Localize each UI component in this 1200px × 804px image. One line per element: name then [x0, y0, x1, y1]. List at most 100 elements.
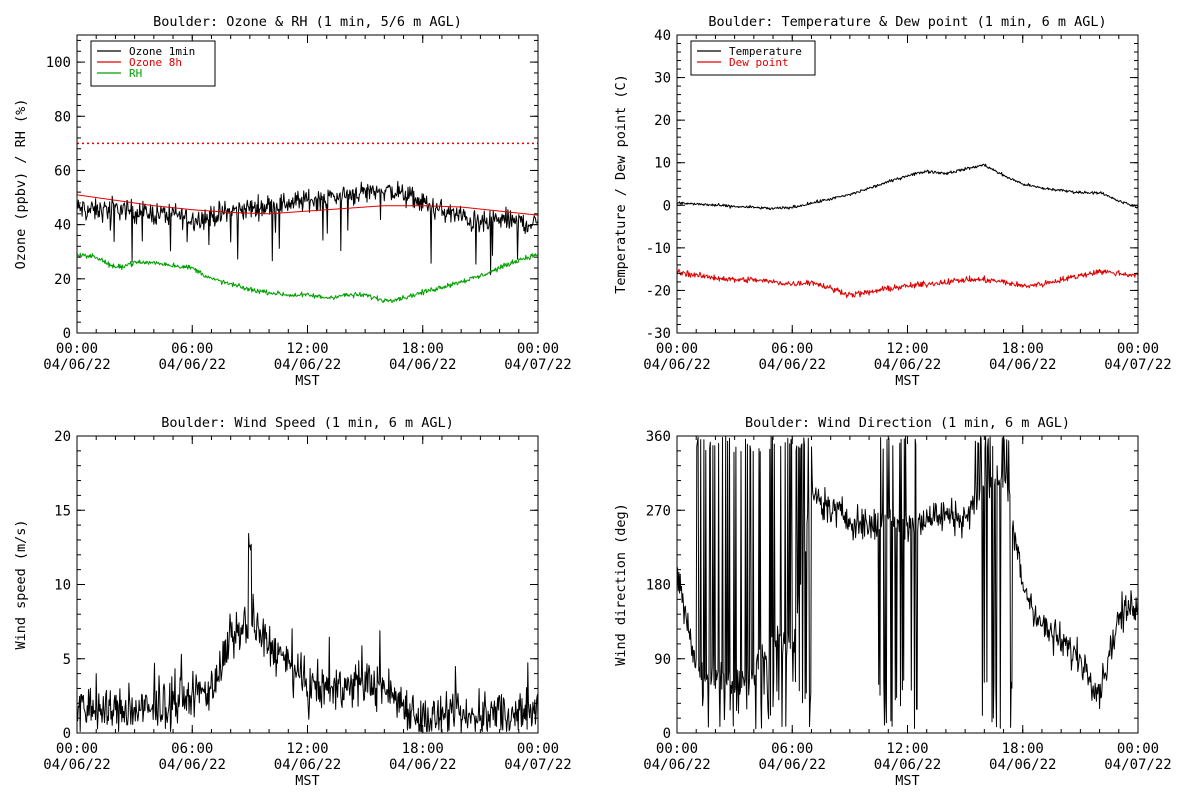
x-tick-label-date: 04/06/22	[989, 357, 1056, 373]
x-tick-label-time: 00:00	[517, 341, 559, 357]
y-tick-label: 40	[654, 28, 671, 44]
y-tick-label: -10	[646, 241, 671, 257]
x-tick-label-date: 04/06/22	[159, 357, 226, 373]
y-tick-label: 180	[646, 578, 671, 594]
chart-title: Boulder: Temperature & Dew point (1 min,…	[708, 14, 1106, 30]
x-axis-label: MST	[895, 773, 919, 789]
x-tick-label-date: 04/06/22	[874, 757, 941, 773]
legend-label: Ozone 1min	[129, 45, 195, 58]
x-tick-label-date: 04/06/22	[43, 357, 110, 373]
x-tick-label-time: 18:00	[1002, 741, 1044, 757]
x-tick-label-time: 06:00	[771, 741, 813, 757]
x-tick-label-date: 04/07/22	[1104, 357, 1171, 373]
series-line-temperature	[676, 163, 1138, 211]
x-tick-label-date: 04/06/22	[874, 357, 941, 373]
legend-label: Temperature	[729, 45, 802, 58]
chart-wind_speed: Boulder: Wind Speed (1 min, 6 m AGL) Wind…	[13, 415, 572, 789]
legend-box	[690, 40, 816, 76]
x-tick-label-date: 04/07/22	[504, 757, 571, 773]
y-tick-label: 60	[54, 163, 71, 179]
x-tick-label-date: 04/06/22	[274, 757, 341, 773]
x-axis-label: MST	[895, 373, 919, 389]
x-tick-label-time: 00:00	[517, 741, 559, 757]
y-tick-label: 20	[54, 272, 71, 288]
chart-wind_dir: Boulder: Wind Direction (1 min, 6 m AGL)…	[613, 415, 1172, 789]
x-tick-label-time: 00:00	[56, 341, 98, 357]
chart-title: Boulder: Ozone & RH (1 min, 5/6 m AGL)	[153, 14, 462, 30]
y-axis-label: Wind speed (m/s)	[13, 519, 29, 649]
y-tick-label: 360	[646, 429, 671, 445]
chart-ozone_rh: Boulder: Ozone & RH (1 min, 5/6 m AGL) Oz…	[13, 14, 572, 389]
x-axis-label: MST	[295, 373, 319, 389]
y-tick-label: 270	[646, 503, 671, 519]
x-tick-label-time: 00:00	[56, 741, 98, 757]
x-tick-label-time: 18:00	[1002, 341, 1044, 357]
x-tick-label-date: 04/07/22	[1104, 757, 1171, 773]
y-axis-label: Wind direction (deg)	[613, 503, 629, 666]
y-tick-label: 0	[63, 326, 71, 342]
x-tick-label-date: 04/06/22	[759, 357, 826, 373]
chart-title: Boulder: Wind Speed (1 min, 6 m AGL)	[161, 415, 454, 431]
x-tick-label-date: 04/06/22	[43, 757, 110, 773]
x-tick-label-date: 04/06/22	[989, 757, 1056, 773]
y-tick-label: -30	[646, 326, 671, 342]
legend-label: Ozone 8h	[129, 56, 182, 69]
y-tick-label: 10	[54, 578, 71, 594]
x-tick-label-date: 04/06/22	[643, 757, 710, 773]
y-tick-label: -20	[646, 283, 671, 299]
y-tick-label: 20	[54, 429, 71, 445]
y-tick-label: 20	[654, 113, 671, 129]
series-line-ozone-8h	[76, 194, 539, 216]
plot-area	[676, 435, 1139, 730]
x-tick-label-time: 18:00	[402, 341, 444, 357]
y-tick-label: 0	[663, 726, 671, 742]
y-tick-label: 90	[654, 652, 671, 668]
series-line-ozone-1min	[76, 180, 539, 276]
legend-box	[90, 40, 216, 87]
x-tick-label-time: 00:00	[656, 741, 698, 757]
x-tick-label-time: 18:00	[402, 741, 444, 757]
y-tick-label: 80	[54, 109, 71, 125]
x-tick-label-time: 06:00	[171, 741, 213, 757]
x-tick-label-time: 00:00	[1117, 741, 1159, 757]
plot-area	[76, 142, 539, 304]
y-tick-label: 10	[654, 156, 671, 172]
series-line-dew-point	[676, 268, 1139, 299]
y-axis-label: Temperature / Dew point (C)	[613, 74, 629, 293]
legend-label: RH	[129, 67, 142, 80]
y-tick-label: 0	[663, 198, 671, 214]
series-line-data	[676, 435, 1139, 730]
x-tick-label-date: 04/06/22	[643, 357, 710, 373]
plot-area	[676, 163, 1139, 299]
x-tick-label-date: 04/06/22	[759, 757, 826, 773]
y-tick-label: 0	[63, 726, 71, 742]
y-tick-label: 5	[63, 652, 71, 668]
x-axis-label: MST	[295, 773, 319, 789]
x-tick-label-time: 12:00	[886, 741, 928, 757]
series-line-rh	[76, 252, 539, 304]
y-tick-label: 40	[54, 218, 71, 234]
x-tick-label-time: 06:00	[171, 341, 213, 357]
chart-title: Boulder: Wind Direction (1 min, 6 m AGL)	[745, 415, 1070, 431]
x-tick-label-time: 12:00	[286, 341, 328, 357]
y-tick-label: 15	[54, 503, 71, 519]
x-tick-label-date: 04/06/22	[389, 357, 456, 373]
legend-label: Dew point	[729, 56, 789, 69]
x-tick-label-time: 00:00	[656, 341, 698, 357]
x-tick-label-date: 04/06/22	[389, 757, 456, 773]
x-tick-label-time: 06:00	[771, 341, 813, 357]
y-tick-label: 30	[654, 71, 671, 87]
x-tick-label-date: 04/07/22	[504, 357, 571, 373]
x-tick-label-time: 00:00	[1117, 341, 1159, 357]
y-tick-label: 100	[46, 55, 71, 71]
x-tick-label-time: 12:00	[286, 741, 328, 757]
x-tick-label-time: 12:00	[886, 341, 928, 357]
x-tick-label-date: 04/06/22	[159, 757, 226, 773]
y-axis-label: Ozone (ppbv) / RH (%)	[13, 99, 29, 270]
x-tick-label-date: 04/06/22	[274, 357, 341, 373]
chart-temp_dew: Boulder: Temperature & Dew point (1 min,…	[613, 14, 1172, 389]
